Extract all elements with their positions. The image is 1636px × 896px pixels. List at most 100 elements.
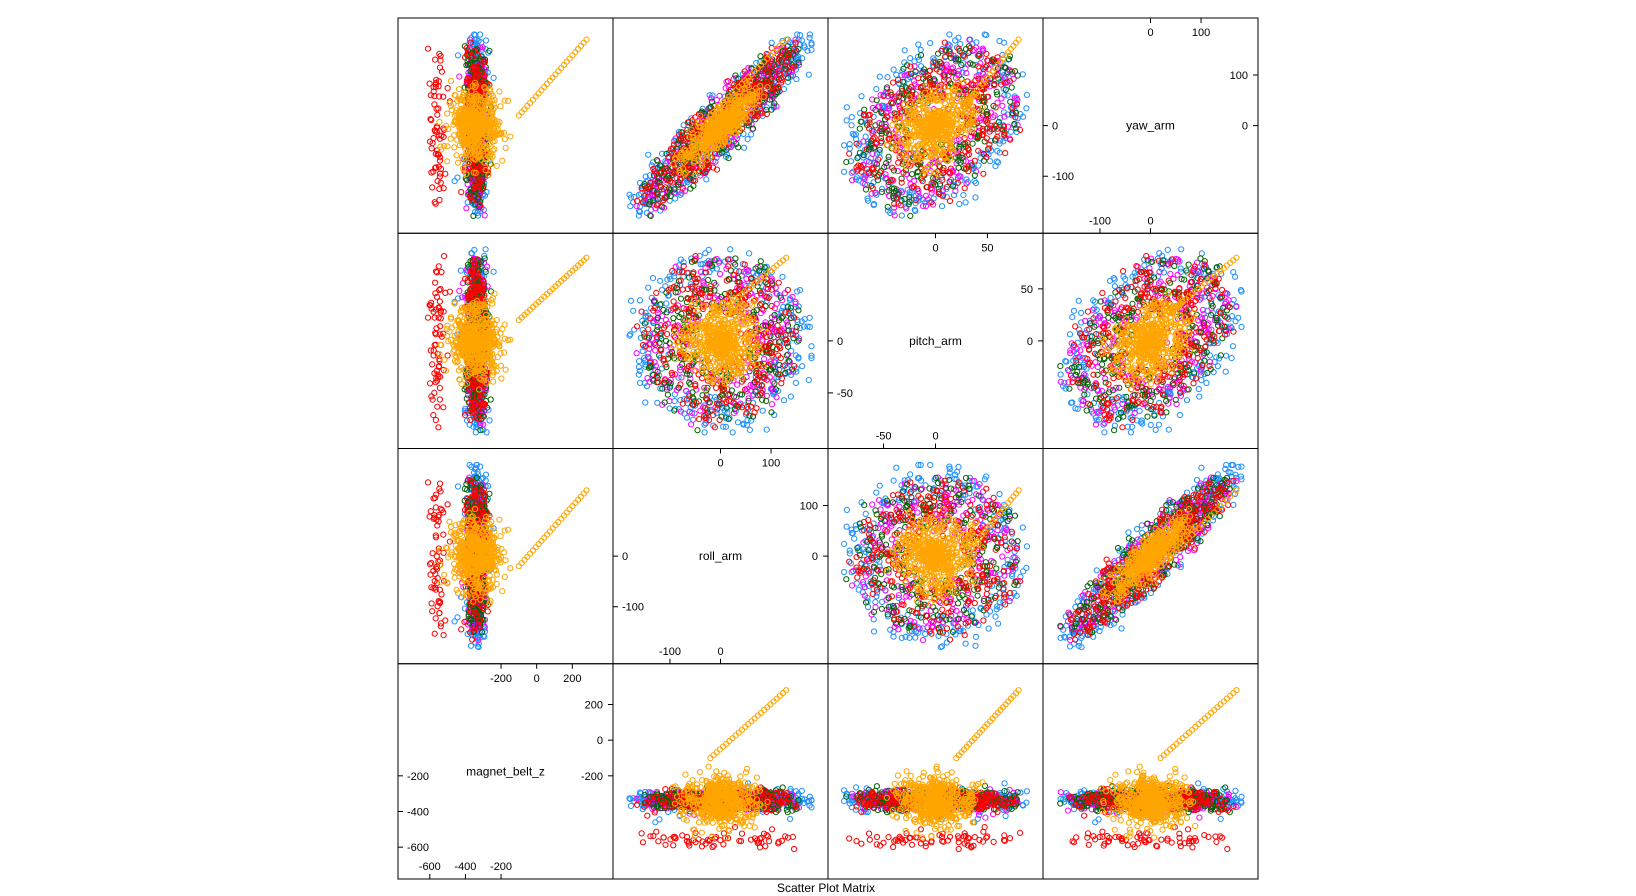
data-point	[428, 145, 435, 152]
data-point	[441, 253, 448, 260]
data-point	[436, 610, 443, 617]
data-point	[583, 36, 590, 43]
data-point	[424, 314, 432, 321]
data-point	[432, 615, 439, 622]
data-point	[426, 380, 434, 387]
panel-roll_arm-vs-yaw_arm	[626, 31, 815, 219]
data-point	[484, 608, 491, 615]
data-point	[433, 491, 440, 498]
data-point	[645, 151, 652, 158]
data-point	[436, 384, 443, 391]
data-point	[569, 52, 576, 59]
data-point	[432, 200, 439, 207]
data-point	[501, 549, 508, 556]
data-point	[434, 111, 441, 118]
data-point	[499, 157, 506, 164]
data-point	[444, 158, 451, 165]
data-point	[442, 617, 449, 624]
data-point	[486, 572, 493, 580]
data-point	[451, 178, 458, 185]
data-point	[555, 68, 562, 75]
data-point	[441, 142, 448, 149]
data-point	[490, 378, 497, 385]
data-point	[429, 396, 436, 403]
data-point	[497, 362, 504, 369]
data-point	[529, 96, 537, 103]
data-point	[453, 586, 460, 593]
data-point	[501, 136, 508, 143]
data-point	[490, 74, 497, 82]
data-point	[504, 526, 512, 533]
data-point	[583, 487, 590, 494]
data-point	[481, 192, 489, 199]
data-point	[507, 565, 514, 572]
data-point	[436, 396, 443, 403]
data-point	[515, 112, 523, 119]
data-point	[482, 37, 490, 44]
data-point	[490, 268, 497, 275]
data-point	[498, 375, 505, 382]
data-point	[456, 73, 463, 80]
data-point	[431, 630, 438, 637]
panel-magnet_belt_z-vs-pitch_arm	[424, 246, 590, 436]
data-point	[560, 61, 568, 69]
data-point	[432, 379, 439, 386]
panel-magnet_belt_z-vs-roll_arm	[424, 461, 590, 651]
data-point	[436, 157, 443, 164]
data-point	[447, 135, 454, 142]
data-point	[454, 159, 462, 166]
data-point	[458, 189, 465, 196]
data-point	[499, 588, 506, 595]
data-point	[456, 287, 463, 294]
data-point	[482, 246, 489, 253]
data-point	[502, 144, 509, 151]
data-point	[491, 146, 498, 153]
data-point	[474, 212, 482, 219]
data-point	[482, 471, 490, 478]
data-point	[454, 483, 462, 490]
data-point	[457, 267, 464, 274]
data-point	[440, 404, 447, 411]
data-point	[447, 77, 455, 85]
data-point	[535, 541, 542, 548]
data-point	[527, 550, 534, 557]
data-point	[436, 480, 444, 487]
data-point	[497, 533, 504, 540]
data-point	[440, 531, 447, 538]
data-point	[456, 86, 463, 93]
data-point	[467, 642, 475, 649]
data-point	[435, 263, 442, 270]
data-point	[429, 361, 436, 368]
data-point	[444, 322, 451, 329]
data-point	[501, 349, 508, 356]
data-point	[806, 34, 813, 41]
data-point	[430, 412, 437, 419]
data-point	[558, 65, 565, 72]
data-point	[446, 518, 453, 525]
data-point	[741, 144, 748, 151]
data-point	[436, 298, 443, 305]
data-point	[487, 396, 494, 403]
data-point	[481, 212, 488, 219]
data-point	[748, 131, 755, 138]
data-point	[444, 85, 451, 92]
data-point	[431, 389, 438, 396]
data-point	[469, 636, 476, 643]
data-point	[805, 71, 812, 78]
data-point	[428, 393, 435, 400]
data-point	[538, 87, 545, 94]
data-point	[429, 550, 436, 557]
data-point	[497, 103, 504, 110]
data-point	[434, 403, 441, 410]
data-point	[428, 559, 435, 567]
data-point	[451, 618, 458, 625]
points-layer	[424, 31, 1245, 853]
data-point	[432, 416, 439, 424]
data-point	[453, 152, 460, 159]
data-point	[475, 37, 482, 45]
data-point	[454, 589, 462, 597]
data-point	[424, 45, 432, 52]
data-point	[544, 80, 551, 88]
data-point	[501, 321, 508, 328]
